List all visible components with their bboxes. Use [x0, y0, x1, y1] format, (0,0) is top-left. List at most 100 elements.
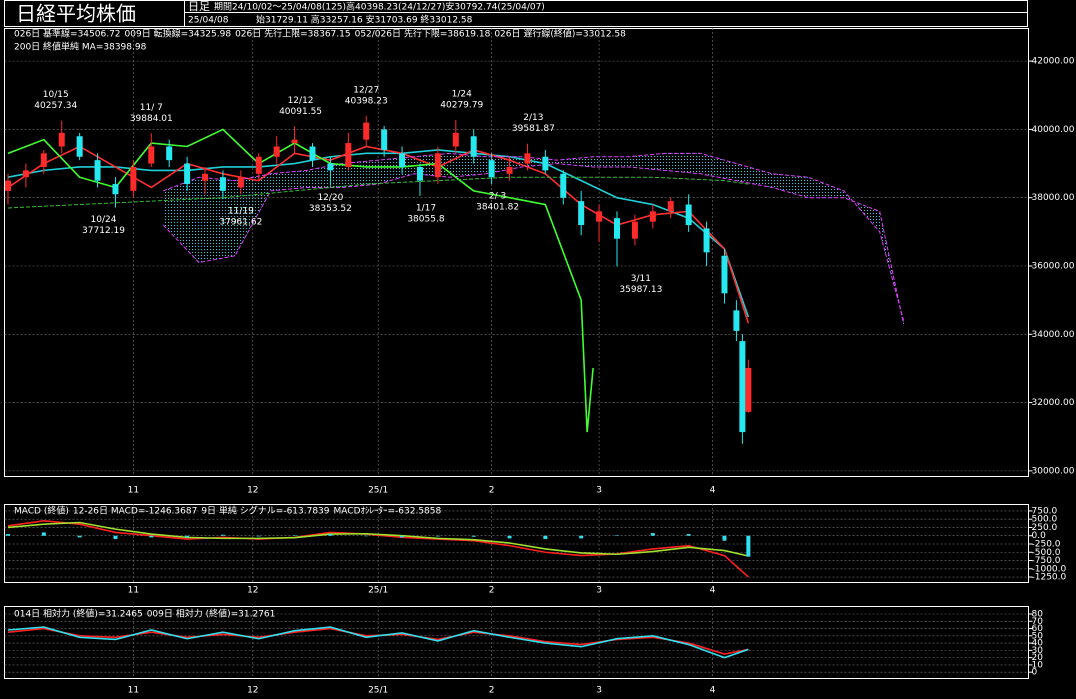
legend-entry: 12-26日 MACD=-1246.3687: [73, 506, 197, 517]
annotation-date: 2/ 3: [489, 191, 506, 201]
bar: [543, 535, 548, 540]
y-tick-label: 36000.00: [1032, 262, 1075, 272]
x-tick-label: 3: [596, 486, 602, 496]
bar: [400, 535, 405, 538]
legend-entry: 009日 相対力 (終値)=31.2761: [147, 608, 276, 620]
bar: [746, 535, 751, 557]
annotation-date: 12/20: [317, 193, 343, 203]
candle-body: [5, 180, 11, 191]
x-tick-label: 25/1: [368, 686, 388, 696]
x-tick-label: 4: [710, 586, 716, 596]
annotation-date: 10/24: [91, 215, 117, 225]
span-line: [162, 163, 905, 325]
candle-body: [542, 156, 549, 171]
candle-body: [273, 146, 280, 157]
legend-entry: 014日 相対力 (終値)=31.2465: [14, 608, 143, 620]
y-tick-label: 10: [1032, 660, 1044, 670]
candle-body: [148, 146, 155, 164]
candle-body: [745, 368, 752, 412]
y-tick-label: 38000.00: [1032, 193, 1075, 203]
candle-body: [703, 228, 710, 253]
x-tick-label: 2: [489, 686, 495, 696]
x-tick-label: 4: [710, 686, 716, 696]
candle-body: [452, 132, 459, 147]
y-tick-label: 34000.00: [1032, 330, 1075, 340]
annotation-value: 40257.34: [34, 101, 77, 111]
candle-body: [416, 166, 423, 181]
series-line: [7, 176, 749, 209]
candle-body: [631, 221, 638, 239]
annotation-value: 35987.13: [619, 285, 662, 295]
series-line: [7, 520, 749, 578]
candle-body: [596, 211, 603, 222]
annotation-date: 11/19: [228, 207, 254, 217]
candle-body: [667, 201, 674, 212]
candle-body: [488, 160, 495, 178]
x-tick-label: 3: [596, 686, 602, 696]
x-tick-label: 11: [128, 486, 139, 496]
x-tick-label: 11: [128, 686, 139, 696]
y-tick-label: -500.0: [1032, 548, 1061, 558]
annotation-value: 40398.23: [345, 96, 388, 106]
x-tick-label: 12: [247, 586, 258, 596]
legend-entry: 026日 遅行線(終値)=33012.58: [494, 28, 626, 40]
candle-body: [112, 184, 119, 195]
last-ohlc: 始31729.11 高33257.16 安31703.69 終33012.58: [256, 14, 473, 26]
annotation-value: 37712.19: [82, 226, 125, 236]
y-tick-label: 20: [1032, 653, 1044, 663]
annotation-date: 12/27: [353, 85, 379, 95]
candle-body: [22, 170, 29, 178]
y-tick-label: 500.0: [1032, 515, 1058, 525]
y-tick-label: -750.0: [1032, 556, 1061, 566]
candle-body: [219, 177, 226, 191]
x-tick-label: 25/1: [368, 486, 388, 496]
x-tick-label: 4: [710, 486, 716, 496]
bar: [615, 535, 619, 536]
candle-body: [166, 146, 173, 161]
bar: [292, 535, 297, 536]
bar: [328, 534, 333, 536]
series-line: [7, 521, 749, 557]
annotation-value: 38353.52: [309, 204, 352, 214]
bar: [650, 533, 655, 536]
annotation-value: 39884.01: [130, 114, 173, 124]
span-line: [163, 152, 905, 321]
candle-body: [40, 153, 47, 167]
candle-body: [739, 341, 746, 433]
annotation-date: 1/17: [416, 203, 436, 213]
y-tick-label: -1000.0: [1032, 564, 1067, 574]
candle-body: [327, 163, 334, 171]
legend-entry: 200日 終値単純 MA=38398.98: [14, 41, 147, 53]
candle-body: [94, 160, 101, 181]
x-tick-label: 12: [247, 486, 258, 496]
annotation-date: 11/ 7: [140, 103, 163, 113]
annotation-value: 39581.87: [512, 124, 555, 134]
y-tick-label: 80: [1032, 610, 1044, 620]
panel-frame: [4, 28, 1029, 477]
candle-body: [399, 153, 406, 167]
legend-entry: 026日 先行上限=38367.15: [235, 28, 351, 40]
candle-body: [614, 218, 620, 239]
annotation-value: 37961.62: [219, 218, 262, 228]
candle-body: [685, 204, 692, 226]
candle-body: [381, 129, 388, 150]
candle-body: [130, 166, 137, 191]
legend-entry: 9日 単純 シグナル=-613.7839: [201, 505, 329, 517]
legend-entry: MACDｵｼﾚｰﾀｰ=-632.5858: [334, 506, 442, 517]
candle-body: [237, 177, 244, 188]
annotation-date: 10/15: [43, 90, 69, 100]
bar: [149, 535, 154, 538]
y-tick-label: -250.0: [1032, 539, 1061, 549]
header-row: [184, 12, 1028, 27]
candle-body: [721, 255, 728, 294]
candle-body: [255, 156, 262, 174]
y-tick-label: 0: [1032, 668, 1038, 678]
candle-body: [733, 310, 740, 331]
candle-body: [345, 143, 352, 167]
candle-body: [470, 136, 477, 157]
y-tick-label: 750.0: [1032, 506, 1058, 516]
y-tick-label: 70: [1032, 617, 1044, 627]
candle-body: [649, 211, 656, 222]
candle-body: [578, 201, 585, 226]
bar: [364, 535, 369, 537]
